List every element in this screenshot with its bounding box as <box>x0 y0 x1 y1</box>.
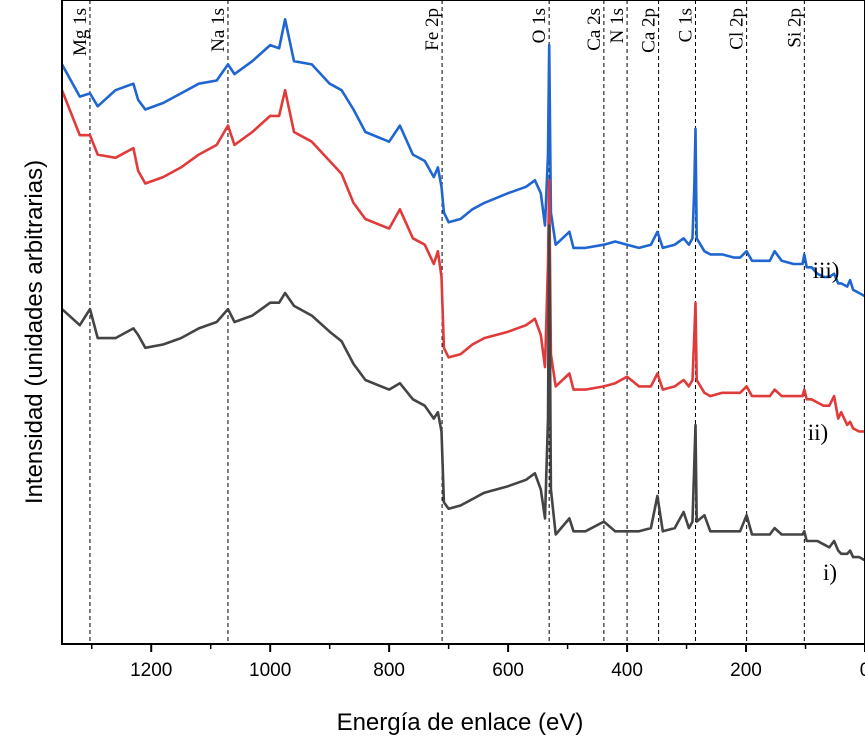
series-label: i) <box>823 560 837 585</box>
reference-label: N 1s <box>607 8 628 43</box>
x-axis-title: Energía de enlace (eV) <box>337 709 584 736</box>
x-axis-ticks: 1200 1000 800 600 400 200 0 <box>90 644 865 681</box>
x-tick-label: 1200 <box>130 660 172 681</box>
reference-label: C 1s <box>675 8 696 42</box>
reference-label: Ca 2p <box>639 8 660 53</box>
reference-label: Cl 2p <box>727 8 748 50</box>
plot-frame <box>61 0 865 645</box>
x-tick-label: 1000 <box>249 660 291 681</box>
x-tick-label: 0 <box>860 660 865 681</box>
series-line <box>62 18 865 298</box>
x-tick-label: 600 <box>492 660 524 681</box>
series-line <box>62 224 865 562</box>
reference-lines <box>89 0 805 644</box>
series-line <box>62 88 865 433</box>
x-tick-label: 800 <box>373 660 405 681</box>
series-labels: iii) ii) i) <box>808 258 840 585</box>
reference-label: Ca 2s <box>584 8 605 51</box>
y-axis-title: Intensidad (unidades arbitrarias) <box>21 160 48 504</box>
reference-label: O 1s <box>529 8 550 43</box>
reference-label: Mg 1s <box>70 8 91 56</box>
x-tick-label: 400 <box>611 660 643 681</box>
reference-label: Si 2p <box>784 8 805 48</box>
series-label: ii) <box>808 420 828 445</box>
x-tick-label: 200 <box>730 660 762 681</box>
reference-labels: Mg 1s Na 1s Fe 2p O 1s Ca 2s N 1s Ca 2p C 1s Cl … <box>70 8 805 56</box>
reference-label: Fe 2p <box>422 8 443 51</box>
reference-label: Na 1s <box>208 8 229 52</box>
series-lines <box>62 18 865 562</box>
series-label: iii) <box>813 258 840 283</box>
